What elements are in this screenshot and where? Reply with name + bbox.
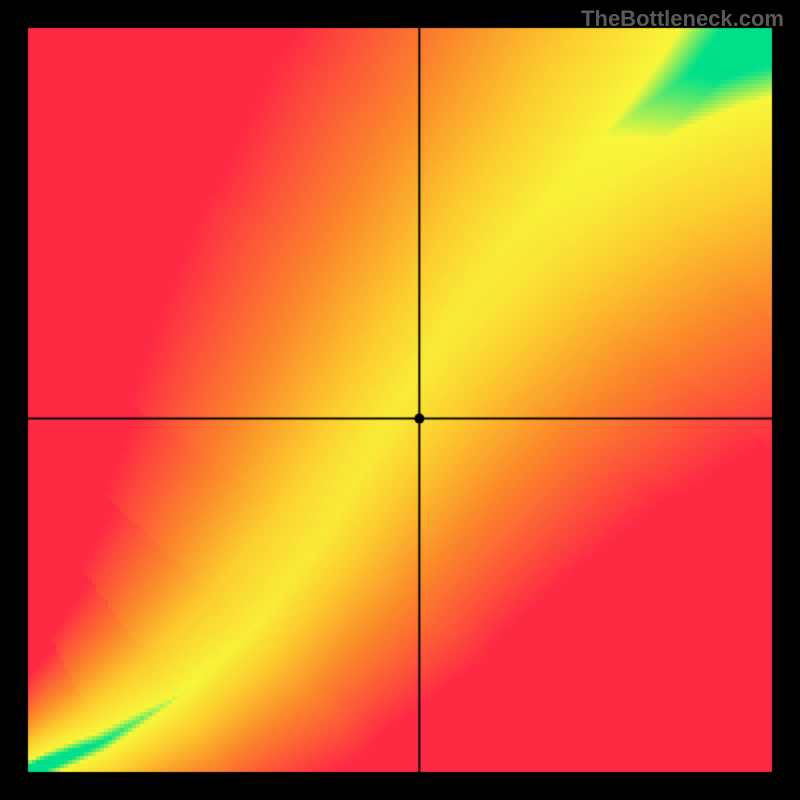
bottleneck-heatmap [0,0,800,800]
chart-container: TheBottleneck.com [0,0,800,800]
watermark-text: TheBottleneck.com [581,6,784,32]
